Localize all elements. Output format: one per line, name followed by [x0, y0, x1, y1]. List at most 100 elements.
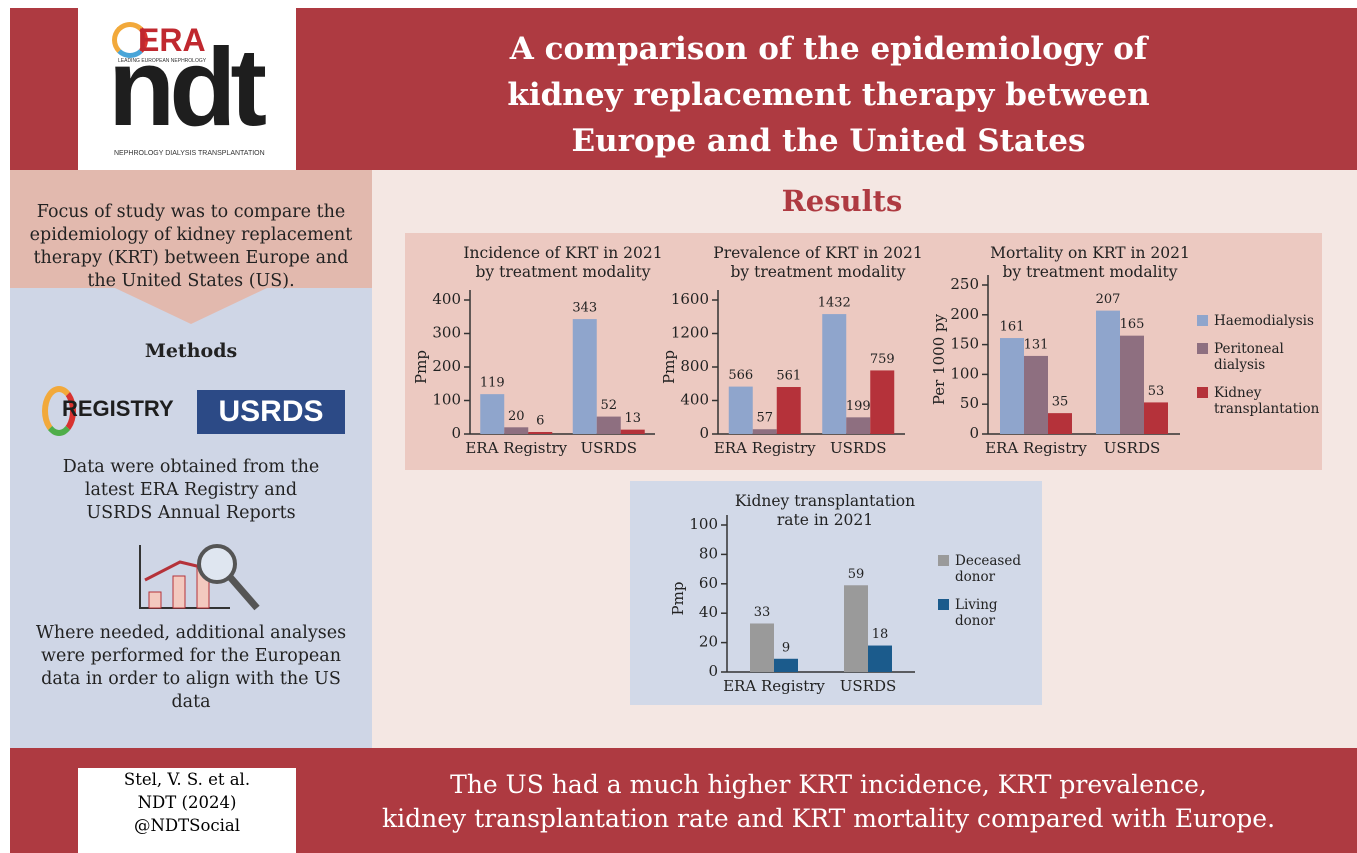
bar [1000, 338, 1024, 434]
y-tick-label: 20 [699, 633, 718, 651]
focus-text: Focus of study was to compare the epidem… [29, 202, 353, 291]
value-label: 53 [1148, 384, 1165, 399]
value-label: 207 [1096, 292, 1121, 307]
legend-label: Haemodialysis [1214, 313, 1314, 329]
registry-logo: REGISTRY [62, 396, 174, 421]
citation: Stel, V. S. et al. NDT (2024) @NDTSocial [78, 768, 296, 853]
title-line: A comparison of the epidemiology of [509, 31, 1148, 67]
focus-box [10, 170, 372, 288]
y-tick-label: 0 [969, 424, 979, 442]
registry-swirl [42, 386, 76, 436]
y-tick-label: 0 [708, 662, 718, 680]
y-tick-label: 1600 [671, 290, 709, 308]
bar [1096, 310, 1120, 434]
bar [870, 370, 895, 434]
chart-title-line: by treatment modality [475, 263, 651, 281]
y-tick-label: 0 [451, 424, 461, 442]
value-label: 161 [1000, 320, 1025, 335]
value-label: 13 [624, 411, 641, 426]
usrds-logo: USRDS [197, 390, 345, 434]
value-label: 566 [728, 368, 753, 383]
value-label: 759 [870, 352, 895, 367]
y-tick-label: 80 [699, 544, 718, 562]
ndt-logo: ndt [108, 26, 267, 149]
bar [1048, 413, 1072, 434]
y-tick-label: 300 [432, 324, 461, 342]
chart-title-line: by treatment modality [730, 263, 906, 281]
value-label: 35 [1052, 395, 1069, 410]
header-title: A comparison of the epidemiology of kidne… [300, 26, 1357, 164]
x-tick-label: USRDS [840, 677, 897, 695]
value-label: 199 [846, 399, 871, 414]
focus-arrow [115, 288, 267, 324]
bar [752, 429, 777, 434]
bar [868, 645, 892, 672]
y-tick-label: 200 [950, 305, 979, 323]
conclusion-line: The US had a much higher KRT incidence, … [450, 770, 1207, 799]
citation-line: @NDTSocial [133, 816, 241, 835]
bar [480, 394, 505, 434]
x-tick-label: USRDS [830, 439, 887, 457]
bar [504, 427, 529, 434]
analyses-text: Where needed, additional analyses were p… [35, 623, 347, 712]
y-axis-label: Pmp [660, 350, 678, 384]
legend-swatch [1197, 343, 1208, 354]
chart-title-line: Kidney transplantation [734, 492, 916, 510]
chart-title-line: Mortality on KRT in 2021 [990, 244, 1190, 262]
chart-title-line: Incidence of KRT in 2021 [463, 244, 663, 262]
x-tick-label: ERA Registry [465, 439, 567, 457]
methods-title: Methods [144, 340, 238, 362]
citation-line: Stel, V. S. et al. [123, 770, 251, 789]
x-tick-label: USRDS [580, 439, 637, 457]
legend-item: Living donor [938, 597, 1038, 629]
y-tick-label: 100 [432, 391, 461, 409]
logo-box: ERA LEADING EUROPEAN NEPHROLOGY ndt NEPH… [78, 8, 296, 170]
legend-item: Peritoneal dialysis [1197, 341, 1297, 373]
legend: Haemodialysis Peritoneal dialysis Kidney t… [1197, 313, 1319, 429]
y-tick-label: 250 [950, 275, 979, 293]
chart-panel [630, 481, 1042, 705]
y-axis-label: Pmp [669, 582, 687, 616]
legend-label: Kidney transplantation [1214, 385, 1320, 417]
legend-item: Kidney transplantation [1197, 385, 1319, 417]
legend-item: Deceased donor [938, 553, 1038, 585]
y-tick-label: 40 [699, 603, 718, 621]
legend-swatch [1197, 387, 1208, 398]
value-label: 57 [756, 411, 773, 426]
y-tick-label: 0 [699, 424, 709, 442]
legend-item: Haemodialysis [1197, 313, 1314, 329]
y-tick-label: 50 [960, 394, 979, 412]
chart-title: Kidney transplantation rate in 2021 [695, 492, 955, 530]
x-tick-label: USRDS [1104, 439, 1161, 457]
value-label: 131 [1024, 337, 1049, 352]
y-tick-label: 400 [432, 290, 461, 308]
title-line: kidney replacement therapy between [507, 77, 1150, 113]
bar [822, 314, 847, 434]
value-label: 165 [1120, 317, 1145, 332]
analysis-icon [139, 544, 260, 611]
bar [844, 585, 868, 672]
legend-label: Peritoneal dialysis [1214, 341, 1284, 373]
bar [750, 623, 774, 672]
x-tick-label: ERA Registry [714, 439, 816, 457]
y-axis-label: Per 1000 py [930, 313, 948, 405]
chart-title-line: rate in 2021 [776, 511, 874, 529]
bar [776, 387, 801, 434]
legend-swatch [938, 555, 949, 566]
conclusion-line: kidney transplantation rate and KRT mort… [381, 804, 1276, 833]
legend-swatch [938, 599, 949, 610]
y-tick-label: 100 [950, 364, 979, 382]
value-label: 343 [572, 301, 597, 316]
bar [596, 416, 621, 434]
legend-label: Deceased donor [955, 553, 1021, 585]
conclusion: The US had a much higher KRT incidence, … [300, 768, 1357, 836]
bar [620, 429, 645, 434]
data-source: Data were obtained from the latest ERA R… [62, 457, 320, 523]
ndt-subtitle: NEPHROLOGY DIALYSIS TRANSPLANTATION [114, 150, 265, 157]
bar [1024, 355, 1048, 434]
legend-label: Living donor [955, 597, 998, 629]
era-logo: ERA [138, 22, 206, 58]
value-label: 59 [848, 567, 865, 582]
y-tick-label: 400 [680, 391, 709, 409]
